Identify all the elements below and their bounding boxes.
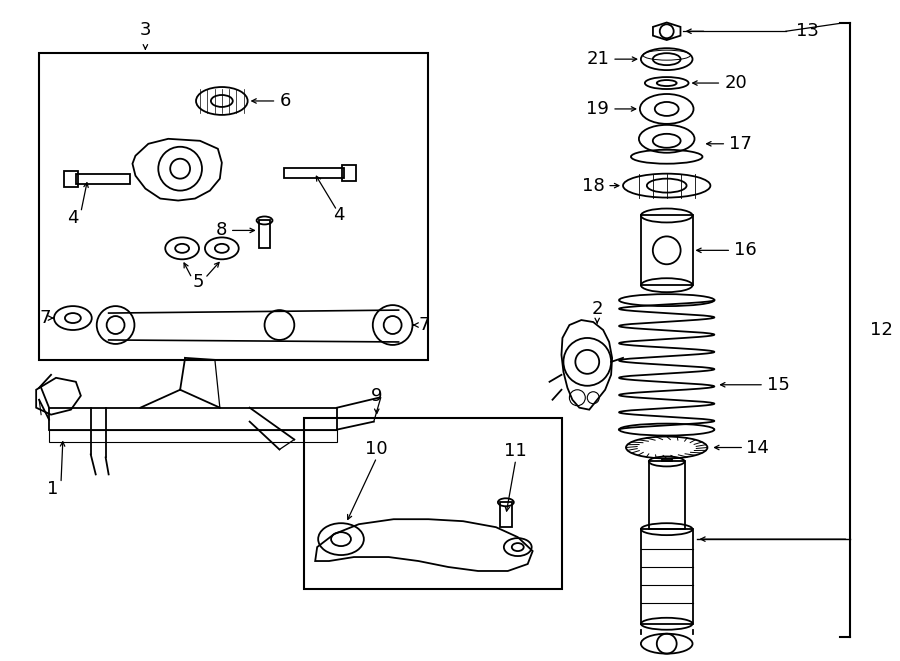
Text: 21: 21	[586, 50, 609, 68]
Bar	[258, 221, 271, 249]
Text: 14: 14	[746, 438, 769, 457]
Text: 6: 6	[279, 92, 291, 110]
Text: 7: 7	[418, 316, 430, 334]
Bar	[500, 502, 512, 527]
Bar	[284, 168, 344, 178]
Bar	[342, 165, 356, 180]
Bar	[50, 430, 337, 442]
Text: 20: 20	[724, 74, 747, 92]
Bar	[50, 408, 337, 430]
Text: 15: 15	[767, 375, 790, 394]
Text: 10: 10	[365, 440, 388, 459]
Text: 7: 7	[40, 309, 51, 327]
Bar	[641, 215, 692, 285]
Text: 19: 19	[586, 100, 609, 118]
Text: 17: 17	[729, 135, 752, 153]
Text: 2: 2	[591, 300, 603, 318]
Text: 18: 18	[582, 176, 605, 194]
Text: 9: 9	[371, 387, 382, 405]
Text: 5: 5	[193, 273, 203, 292]
Text: 13: 13	[796, 22, 819, 40]
Bar	[39, 53, 428, 360]
Text: 3: 3	[140, 21, 151, 39]
Bar	[76, 174, 130, 184]
Bar	[641, 529, 692, 624]
Bar	[64, 171, 78, 186]
Text: 12: 12	[870, 321, 893, 339]
Text: 1: 1	[48, 481, 58, 498]
Bar	[304, 418, 562, 589]
Bar	[662, 459, 671, 461]
Text: 8: 8	[215, 221, 227, 239]
Bar	[649, 461, 685, 529]
Text: 16: 16	[734, 241, 757, 259]
Text: 11: 11	[504, 442, 527, 461]
Text: 4: 4	[68, 210, 78, 227]
Text: 4: 4	[333, 206, 345, 225]
